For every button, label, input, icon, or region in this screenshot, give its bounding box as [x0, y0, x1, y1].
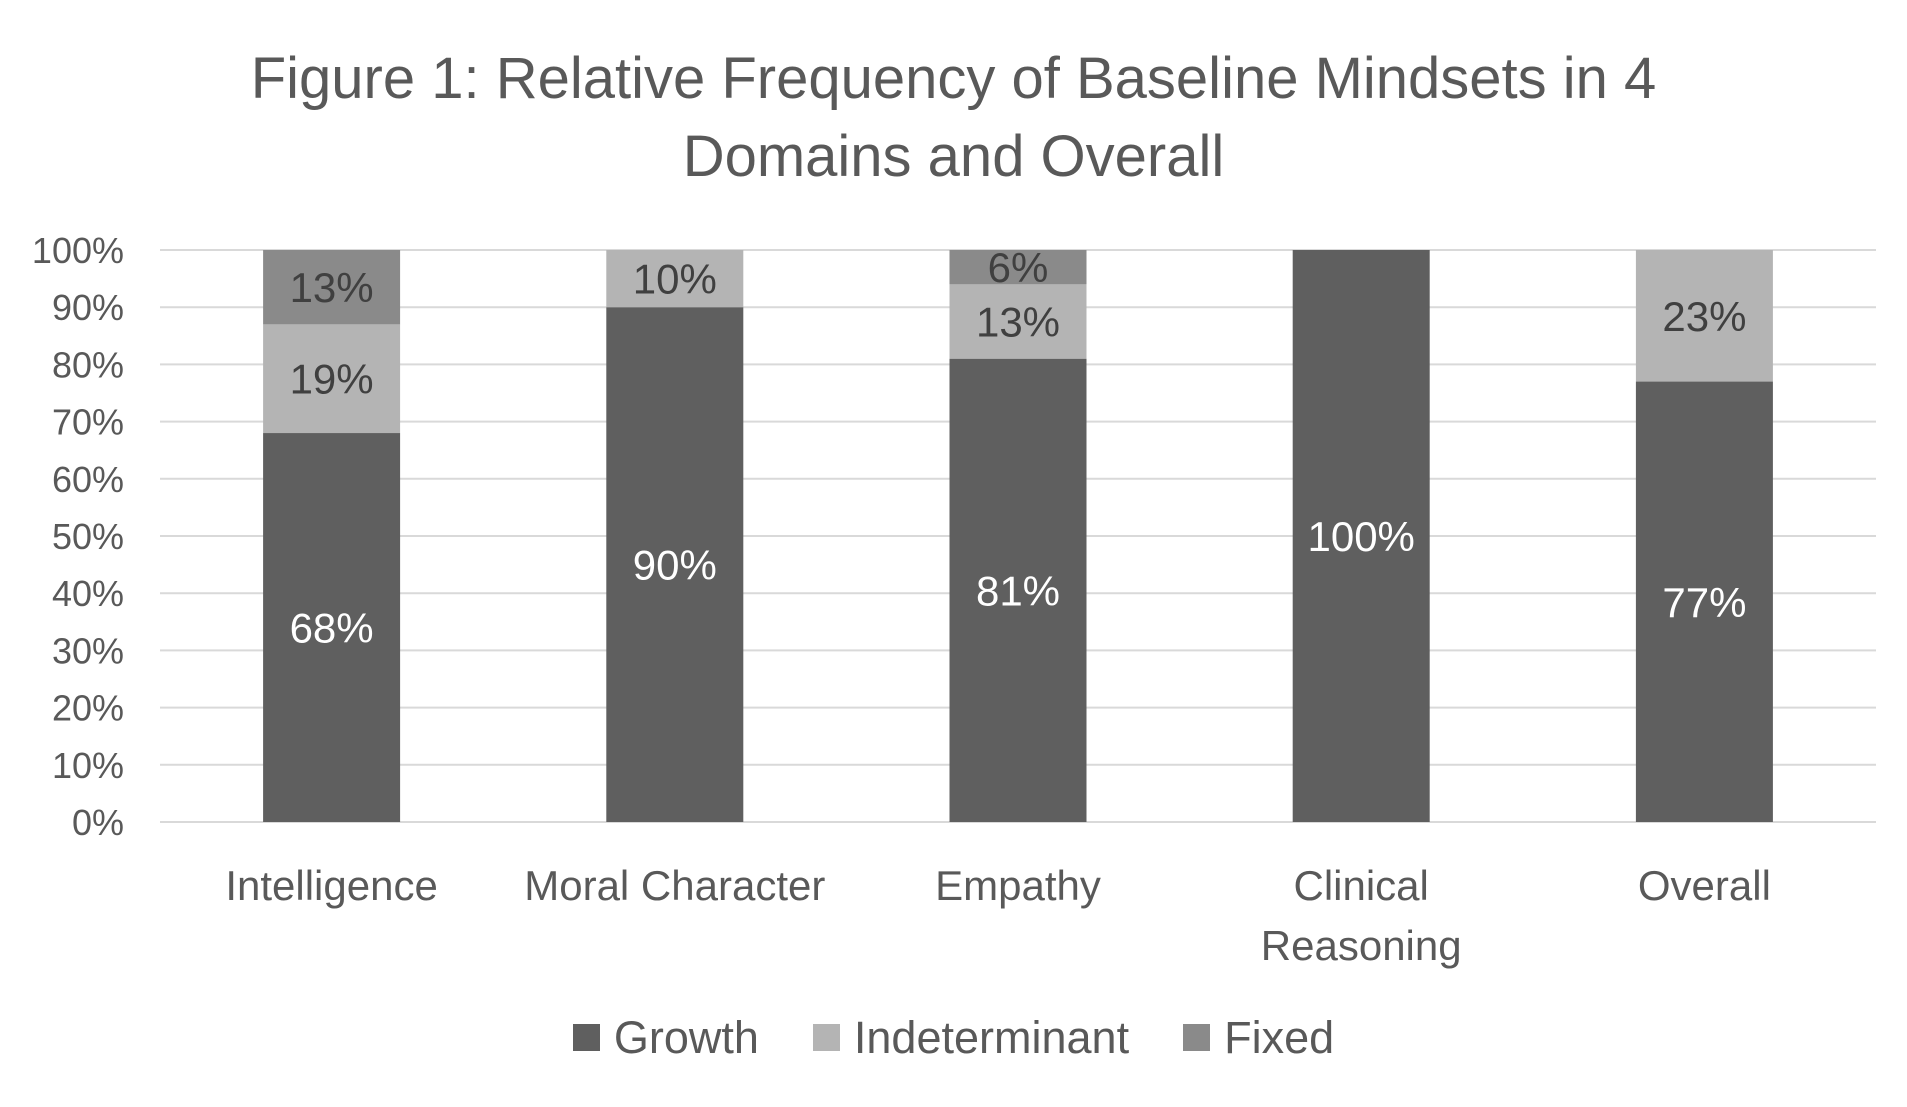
x-tick-label-line: Reasoning — [1261, 922, 1462, 969]
data-label-growth-clinical-reasoning: 100% — [1307, 513, 1414, 560]
data-label-indeterminant-overall: 23% — [1662, 293, 1746, 340]
legend-swatch-fixed — [1183, 1024, 1211, 1051]
bar-growth-empathy — [949, 358, 1087, 822]
x-tick-label-empathy: Empathy — [935, 862, 1101, 909]
data-label-growth-moral-character: 90% — [633, 542, 717, 589]
legend-item-growth: Growth — [572, 1012, 759, 1063]
bar-growth-clinical-reasoning — [1292, 250, 1430, 822]
y-tick-label-10: 10% — [52, 745, 124, 786]
x-tick-label-line: Clinical — [1294, 862, 1429, 909]
x-tick-label-intelligence: Intelligence — [225, 862, 437, 909]
y-tick-label-0: 0% — [72, 802, 124, 843]
bar-growth-moral-character — [606, 307, 744, 822]
y-tick-label-40: 40% — [52, 573, 124, 614]
bar-indeterminant-moral-character — [606, 250, 744, 308]
data-label-fixed-empathy: 6% — [988, 244, 1049, 291]
y-tick-label-100: 100% — [32, 230, 124, 271]
data-label-fixed-intelligence: 13% — [290, 264, 374, 311]
x-tick-label-line: Overall — [1638, 862, 1771, 909]
x-tick-label-line: Empathy — [935, 862, 1101, 909]
y-tick-label-70: 70% — [52, 402, 124, 443]
legend: Growth Indeterminant Fixed — [0, 1015, 1907, 1060]
legend-label-growth: Growth — [613, 1012, 759, 1063]
bar-growth-intelligence — [263, 433, 401, 822]
y-tick-label-20: 20% — [52, 688, 124, 729]
y-tick-label-50: 50% — [52, 516, 124, 557]
data-label-growth-intelligence: 68% — [290, 605, 374, 652]
legend-label-fixed: Fixed — [1224, 1012, 1335, 1063]
bar-indeterminant-intelligence — [263, 324, 401, 434]
bar-growth-overall — [1635, 381, 1773, 822]
chart-title-line-2: Domains and Overall — [682, 124, 1225, 189]
bar-indeterminant-empathy — [949, 284, 1087, 359]
data-label-indeterminant-moral-character: 10% — [633, 256, 717, 303]
x-tick-label-line: Intelligence — [225, 862, 437, 909]
y-tick-label-60: 60% — [52, 459, 124, 500]
y-tick-label-80: 80% — [52, 344, 124, 385]
x-tick-label-overall: Overall — [1638, 862, 1771, 909]
legend-label-indeterminant: Indeterminant — [853, 1012, 1130, 1063]
bar-fixed-intelligence — [263, 250, 401, 325]
data-label-growth-empathy: 81% — [976, 567, 1060, 614]
legend-swatch-growth — [572, 1024, 600, 1051]
legend-item-fixed: Fixed — [1183, 1015, 1334, 1060]
x-tick-label-line: Moral Character — [524, 862, 825, 909]
data-label-indeterminant-empathy: 13% — [976, 299, 1060, 346]
data-label-indeterminant-intelligence: 19% — [290, 356, 374, 403]
data-label-growth-overall: 77% — [1662, 579, 1746, 626]
legend-item-indeterminant: Indeterminant — [812, 1012, 1130, 1063]
x-tick-label-clinical-reasoning: Clinical Reasoning — [1261, 862, 1462, 969]
bar-fixed-empathy — [949, 250, 1087, 285]
chart-title-line-1: Figure 1: Relative Frequency of Baseline… — [250, 46, 1657, 111]
legend-swatch-indeterminant — [812, 1024, 840, 1051]
y-tick-label-30: 30% — [52, 630, 124, 671]
x-tick-label-moral-character: Moral Character — [524, 862, 825, 909]
y-tick-label-90: 90% — [52, 287, 124, 328]
bar-indeterminant-overall — [1635, 250, 1773, 382]
